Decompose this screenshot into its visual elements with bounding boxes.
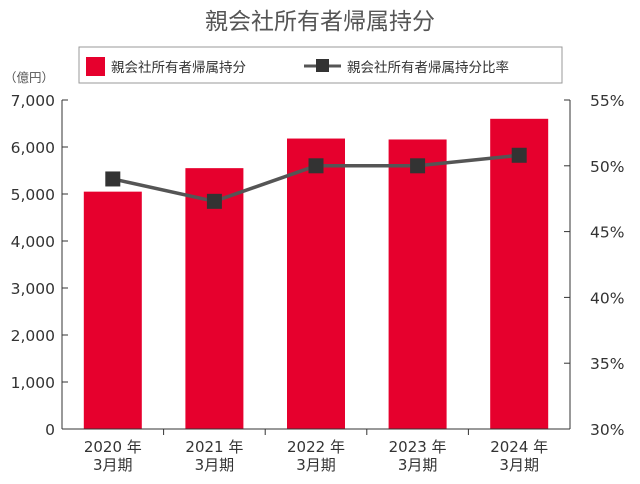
y-right-tick-label-5: 55%	[590, 92, 624, 110]
bar-3	[388, 139, 447, 430]
x-label-line1-0: 2020 年	[84, 438, 142, 456]
x-label-line2-3: 3月期	[398, 456, 438, 474]
y-left-tick-label-1: 1,000	[11, 374, 55, 392]
legend-label-bar: 親会社所有者帰属持分	[111, 59, 246, 76]
y-left-tick-label-7: 7,000	[11, 92, 55, 110]
legend-swatch-marker	[316, 59, 329, 72]
y-left-tick-label-6: 6,000	[11, 139, 55, 157]
x-label-line2-0: 3月期	[93, 456, 133, 474]
x-label-line2-2: 3月期	[296, 456, 336, 474]
y-right-tick-label-4: 50%	[590, 158, 624, 176]
y-right-tick-label-0: 30%	[590, 421, 624, 439]
y-right-tick-label-2: 40%	[590, 289, 624, 307]
y-left-tick-label-5: 5,000	[11, 186, 55, 204]
chart-title: 親会社所有者帰属持分	[205, 9, 435, 35]
ratio-marker-0	[105, 171, 121, 187]
x-label-line2-1: 3月期	[195, 456, 235, 474]
y-unit-label: （億円）	[4, 70, 54, 85]
y-left-tick-label-4: 4,000	[11, 233, 55, 251]
legend-swatch-bar	[86, 57, 105, 76]
x-label-line1-1: 2021 年	[185, 438, 243, 456]
y-right-tick-label-1: 35%	[590, 355, 624, 373]
y-left-tick-label-2: 2,000	[11, 327, 55, 345]
legend-label-line: 親会社所有者帰属持分比率	[347, 59, 509, 76]
bar-2	[287, 138, 345, 430]
x-label-line2-4: 3月期	[499, 456, 539, 474]
x-label-line1-4: 2024 年	[490, 438, 548, 456]
ratio-marker-1	[206, 193, 222, 209]
ratio-marker-4	[511, 147, 527, 163]
bar-1	[185, 168, 244, 429]
bar-4	[490, 118, 549, 430]
y-left-tick-label-0: 0	[45, 421, 55, 439]
bar-0	[83, 191, 142, 429]
x-label-line1-3: 2023 年	[389, 438, 447, 456]
y-left-tick-label-3: 3,000	[11, 280, 55, 298]
ratio-marker-3	[410, 158, 426, 174]
x-label-line1-2: 2022 年	[287, 438, 345, 456]
ratio-marker-2	[308, 158, 324, 174]
y-right-tick-label-3: 45%	[590, 224, 624, 242]
